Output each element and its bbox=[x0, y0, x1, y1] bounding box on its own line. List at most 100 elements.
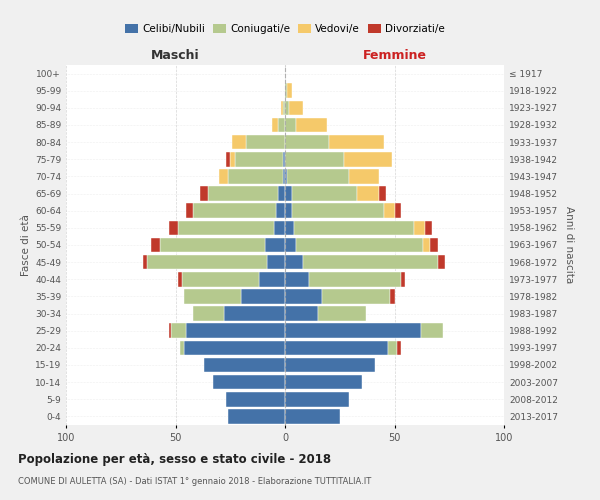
Bar bbox=[285, 392, 349, 406]
Bar bbox=[285, 409, 340, 424]
Text: Maschi: Maschi bbox=[151, 48, 200, 62]
Bar bbox=[302, 255, 438, 270]
Bar bbox=[232, 135, 245, 150]
Bar bbox=[329, 135, 383, 150]
Bar bbox=[265, 238, 285, 252]
Bar bbox=[281, 100, 283, 115]
Bar bbox=[220, 169, 228, 184]
Bar bbox=[395, 204, 401, 218]
Bar bbox=[274, 220, 285, 235]
Bar bbox=[184, 340, 285, 355]
Bar bbox=[169, 324, 171, 338]
Text: Femmine: Femmine bbox=[362, 48, 427, 62]
Bar bbox=[414, 220, 425, 235]
Bar bbox=[193, 306, 224, 321]
Bar bbox=[285, 152, 344, 166]
Bar bbox=[423, 238, 430, 252]
Bar bbox=[285, 118, 296, 132]
Bar bbox=[193, 204, 276, 218]
Bar bbox=[309, 272, 401, 286]
Bar bbox=[292, 204, 383, 218]
Bar bbox=[379, 186, 386, 201]
Bar bbox=[285, 289, 322, 304]
Bar bbox=[204, 358, 285, 372]
Bar bbox=[278, 118, 285, 132]
Bar bbox=[285, 324, 421, 338]
Bar bbox=[285, 340, 388, 355]
Bar bbox=[180, 340, 184, 355]
Bar bbox=[147, 255, 268, 270]
Bar bbox=[200, 186, 208, 201]
Bar bbox=[241, 289, 285, 304]
Bar bbox=[187, 204, 193, 218]
Bar bbox=[287, 84, 292, 98]
Bar bbox=[213, 375, 285, 390]
Bar bbox=[349, 169, 379, 184]
Bar bbox=[259, 272, 285, 286]
Text: COMUNE DI AULETTA (SA) - Dati ISTAT 1° gennaio 2018 - Elaborazione TUTTITALIA.IT: COMUNE DI AULETTA (SA) - Dati ISTAT 1° g… bbox=[18, 478, 371, 486]
Bar bbox=[296, 118, 326, 132]
Bar bbox=[184, 289, 241, 304]
Bar bbox=[268, 255, 285, 270]
Bar bbox=[226, 392, 285, 406]
Bar bbox=[278, 186, 285, 201]
Bar bbox=[283, 100, 285, 115]
Bar bbox=[397, 340, 401, 355]
Bar bbox=[296, 238, 423, 252]
Bar bbox=[285, 100, 289, 115]
Bar bbox=[318, 306, 366, 321]
Bar bbox=[285, 186, 292, 201]
Bar bbox=[228, 169, 283, 184]
Bar bbox=[182, 272, 259, 286]
Bar bbox=[160, 238, 265, 252]
Bar bbox=[272, 118, 278, 132]
Bar bbox=[285, 169, 287, 184]
Bar bbox=[187, 324, 285, 338]
Text: Popolazione per età, sesso e stato civile - 2018: Popolazione per età, sesso e stato civil… bbox=[18, 452, 331, 466]
Bar bbox=[276, 204, 285, 218]
Bar bbox=[178, 220, 274, 235]
Y-axis label: Fasce di età: Fasce di età bbox=[21, 214, 31, 276]
Bar bbox=[390, 289, 395, 304]
Bar bbox=[285, 220, 294, 235]
Bar bbox=[344, 152, 392, 166]
Bar bbox=[383, 204, 395, 218]
Bar bbox=[285, 358, 375, 372]
Bar bbox=[285, 204, 292, 218]
Bar bbox=[425, 220, 432, 235]
Bar bbox=[430, 238, 438, 252]
Bar bbox=[226, 152, 230, 166]
Bar bbox=[294, 220, 414, 235]
Bar bbox=[283, 152, 285, 166]
Bar bbox=[285, 375, 362, 390]
Bar bbox=[245, 135, 285, 150]
Bar bbox=[285, 272, 309, 286]
Bar bbox=[235, 152, 283, 166]
Bar bbox=[289, 100, 302, 115]
Bar bbox=[285, 238, 296, 252]
Bar bbox=[287, 169, 349, 184]
Bar bbox=[292, 186, 357, 201]
Bar bbox=[357, 186, 379, 201]
Bar bbox=[322, 289, 390, 304]
Bar bbox=[224, 306, 285, 321]
Bar bbox=[230, 152, 235, 166]
Bar bbox=[208, 186, 278, 201]
Bar bbox=[169, 220, 178, 235]
Bar bbox=[283, 169, 285, 184]
Y-axis label: Anni di nascita: Anni di nascita bbox=[563, 206, 574, 284]
Bar bbox=[178, 272, 182, 286]
Legend: Celibi/Nubili, Coniugati/e, Vedovi/e, Divorziati/e: Celibi/Nubili, Coniugati/e, Vedovi/e, Di… bbox=[121, 20, 449, 38]
Bar bbox=[143, 255, 147, 270]
Bar bbox=[285, 84, 287, 98]
Bar bbox=[421, 324, 443, 338]
Bar bbox=[438, 255, 445, 270]
Bar bbox=[285, 306, 318, 321]
Bar bbox=[388, 340, 397, 355]
Bar bbox=[401, 272, 406, 286]
Bar bbox=[171, 324, 187, 338]
Bar bbox=[285, 255, 302, 270]
Bar bbox=[228, 409, 285, 424]
Bar bbox=[285, 135, 329, 150]
Bar bbox=[151, 238, 160, 252]
